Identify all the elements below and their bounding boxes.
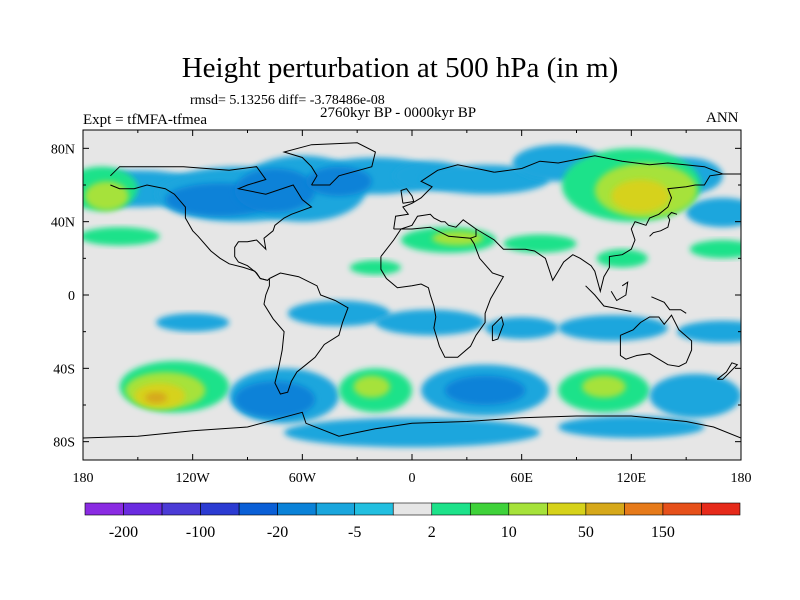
coastline bbox=[494, 155, 741, 175]
experiment-text: Expt = tfMFA-tfmea bbox=[83, 112, 207, 128]
colorbar-label: 50 bbox=[578, 524, 594, 541]
colorbar-box bbox=[431, 502, 471, 516]
colorbar-label: -20 bbox=[267, 524, 288, 541]
lon-label: 180 bbox=[731, 471, 752, 486]
contour-region bbox=[558, 315, 668, 341]
colorbar-box bbox=[315, 502, 356, 516]
contour-region bbox=[156, 313, 230, 332]
contour-region bbox=[558, 416, 705, 438]
colorbar-label: -100 bbox=[186, 524, 215, 541]
colorbar-label: 10 bbox=[501, 524, 517, 541]
colorbar-box bbox=[547, 502, 587, 516]
contour-region bbox=[284, 417, 540, 448]
coastline bbox=[393, 164, 495, 230]
longitude-labels: 180 120W 60W 0 60E 120E 180 bbox=[73, 471, 752, 486]
colorbar-box bbox=[354, 502, 394, 516]
coastline bbox=[619, 314, 693, 368]
lat-label: 80S bbox=[53, 436, 75, 451]
colorbar-box bbox=[624, 502, 664, 516]
contour-region bbox=[421, 164, 550, 195]
contour-region bbox=[349, 260, 402, 275]
contour-region bbox=[305, 166, 372, 196]
coastline bbox=[263, 272, 349, 395]
page-title: Height perturbation at 500 hPa (in m) bbox=[181, 52, 619, 84]
lat-label: 0 bbox=[68, 289, 75, 304]
colorbar-box bbox=[585, 502, 625, 516]
coastline bbox=[380, 226, 505, 358]
colorbar-box bbox=[662, 502, 702, 516]
contour-region bbox=[611, 179, 670, 213]
contour-region bbox=[145, 392, 168, 404]
contour-region bbox=[689, 240, 741, 259]
colorbar-box bbox=[277, 502, 317, 516]
coastline bbox=[83, 411, 741, 439]
lon-label: 180 bbox=[73, 471, 94, 486]
coastline bbox=[491, 316, 504, 342]
lon-label: 60E bbox=[510, 471, 533, 486]
contour-region bbox=[503, 234, 577, 253]
lat-label: 40N bbox=[51, 216, 75, 231]
contour-region bbox=[444, 375, 526, 406]
lon-label: 0 bbox=[409, 471, 416, 486]
lon-label: 120E bbox=[617, 471, 647, 486]
colorbar-label: 150 bbox=[651, 524, 675, 541]
colorbar-box bbox=[508, 502, 548, 516]
coastline bbox=[393, 213, 477, 239]
period-text: 2760kyr BP - 0000kyr BP bbox=[320, 105, 477, 121]
colorbar-box bbox=[469, 502, 510, 516]
season-text: ANN bbox=[706, 110, 739, 126]
contour-region bbox=[686, 197, 741, 228]
lon-label: 60W bbox=[289, 471, 317, 486]
coastline bbox=[400, 188, 415, 204]
coastline bbox=[585, 285, 632, 312]
contour-region bbox=[234, 381, 316, 418]
coastline bbox=[651, 296, 687, 314]
lat-label: 40S bbox=[53, 362, 75, 377]
colorbar-box bbox=[123, 502, 163, 516]
colorbar-label: -5 bbox=[348, 524, 361, 541]
coastline bbox=[475, 173, 741, 294]
contour-region bbox=[353, 375, 391, 398]
contour-region bbox=[649, 373, 741, 418]
colorbar-box bbox=[161, 502, 201, 516]
contour-region bbox=[287, 300, 391, 327]
colorbar-box bbox=[84, 502, 124, 516]
colorbar-box bbox=[200, 502, 240, 516]
contour-region bbox=[83, 227, 160, 246]
contour-field bbox=[83, 144, 741, 448]
coastline bbox=[110, 166, 313, 281]
coastline bbox=[110, 184, 268, 281]
axis-ticks bbox=[82, 130, 742, 460]
coastline bbox=[282, 142, 376, 186]
colorbar-label: 2 bbox=[428, 524, 436, 541]
latitude-labels: 80N 40N 0 40S 80S bbox=[51, 142, 75, 450]
colorbar-box bbox=[701, 502, 741, 516]
coastlines bbox=[83, 142, 741, 439]
contour-region bbox=[234, 168, 316, 213]
coastline bbox=[610, 281, 629, 302]
stats-text: rmsd= 5.13256 diff= -3.78486e-08 bbox=[190, 93, 385, 108]
contour-region bbox=[84, 181, 129, 211]
colorbar-box bbox=[392, 502, 433, 516]
colorbar-label: -200 bbox=[109, 524, 138, 541]
lon-label: 120W bbox=[176, 471, 211, 486]
contour-region bbox=[677, 320, 741, 343]
contour-region bbox=[375, 309, 486, 336]
coastline bbox=[649, 211, 678, 237]
colorbar-box bbox=[238, 502, 278, 516]
coastline bbox=[716, 362, 739, 380]
lat-label: 80N bbox=[51, 142, 75, 157]
contour-region bbox=[581, 375, 626, 398]
